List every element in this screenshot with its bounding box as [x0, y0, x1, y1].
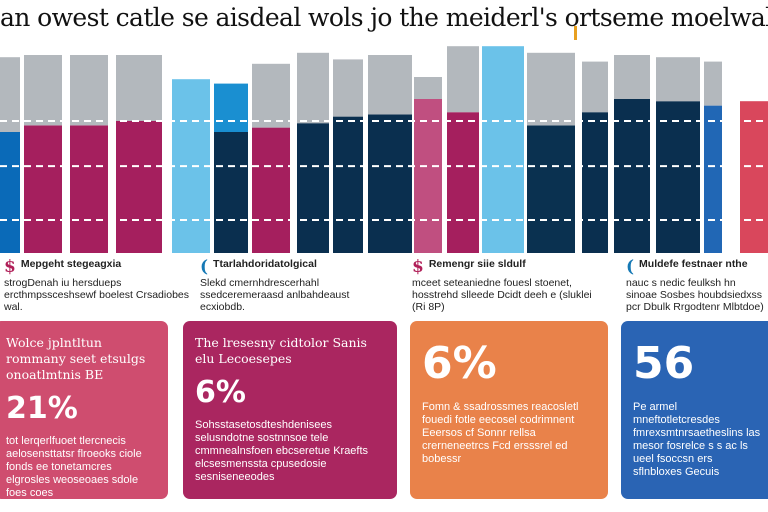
dollar-icon: $ — [412, 258, 424, 277]
column-note-4: ( Muldefe festnaer nthe nauc s nedic feu… — [626, 258, 766, 318]
bar-segment-1-1 — [0, 132, 20, 253]
stat-card-4: 56 Pe armel mneftotletcresdes fmrexsmtnr… — [621, 321, 768, 499]
bar-segment-18-5 — [704, 105, 722, 253]
bar-segment-11-10 — [414, 77, 442, 99]
bar-segment-9-10 — [333, 59, 363, 117]
bar-segment-16-3 — [614, 99, 650, 253]
bar-segment-7-2 — [252, 127, 290, 253]
stat-card-value: 6% — [195, 375, 246, 410]
bar-segment-20-6 — [740, 101, 768, 253]
page-title: an owest catle se aisdeal wols jo the me… — [0, 3, 768, 32]
highlight-marker — [574, 26, 577, 40]
column-note-body: nauc s nedic feulksh hn sinoae Sosbes ho… — [626, 277, 764, 313]
stat-card-text: Sohsstasetosdteshdenisees selusndotne so… — [195, 419, 369, 483]
bar-segment-6-3 — [214, 132, 248, 253]
column-note-2: ( Ttarlahdoridatolgical Slekd cmernhdres… — [200, 258, 388, 318]
bar-segment-12-10 — [447, 46, 479, 113]
bar-segment-4-10 — [116, 55, 162, 121]
column-note-body: strogDenah iu hersdueps ercthmpssceshsew… — [4, 277, 190, 313]
stat-card-intro: Wolce jplntltun rommany seet etsulgs ono… — [6, 335, 146, 382]
bar-segment-14-9 — [527, 125, 575, 253]
stat-card-value: 56 — [633, 338, 695, 389]
dollar-icon: $ — [4, 258, 16, 277]
column-note-body: Slekd cmernhdrescerhahl ssedceremeraasd … — [200, 277, 350, 313]
bar-segment-10-3 — [368, 114, 412, 254]
bar-segment-15-10 — [582, 61, 608, 113]
column-note-heading: Mepgeht stegeagxia — [20, 258, 122, 270]
stat-card-2: The lresesny cidtolor Sanis elu Lecoesep… — [183, 321, 397, 499]
bar-segment-17-10 — [656, 57, 700, 102]
bar-segment-2-2 — [24, 125, 62, 253]
bar-segment-9-3 — [333, 116, 363, 253]
stacked-bar-chart — [0, 26, 768, 254]
bar-segment-8-3 — [297, 123, 329, 253]
stat-card-value: 21% — [6, 391, 78, 426]
column-note-3: $ Remengr siie sldulf mceet seteaniedne … — [412, 258, 600, 318]
column-note-heading: Muldefe festnaer nthe — [639, 258, 748, 270]
bar-segment-3-10 — [70, 55, 108, 126]
gridlines — [0, 120, 768, 221]
column-note-1: $ Mepgeht stegeagxia strogDenah iu hersd… — [4, 258, 192, 318]
bar-group — [0, 46, 768, 254]
stat-card-text: tot lerqerlfuoet tlercnecis aelosensttat… — [6, 435, 142, 499]
bar-segment-18-10 — [704, 61, 722, 106]
bar-segment-10-10 — [368, 55, 412, 115]
stat-card-3: 6% Fomn & ssadrossmes reacosletl fouedi … — [410, 321, 608, 499]
bracket-icon: ( — [626, 258, 635, 277]
bar-segment-8-10 — [297, 52, 329, 124]
bar-segment-15-3 — [582, 112, 608, 253]
bar-segment-1-10 — [0, 57, 20, 133]
stat-card-value: 6% — [422, 338, 497, 389]
bar-segment-11-4 — [414, 99, 442, 253]
bar-segment-14-10 — [527, 52, 575, 126]
bar-segment-12-2 — [447, 112, 479, 253]
stat-card-intro: The lresesny cidtolor Sanis elu Lecoesep… — [195, 335, 367, 366]
column-note-heading: Ttarlahdoridatolgical — [213, 258, 317, 270]
column-note-heading: Remengr siie sldulf — [428, 258, 526, 270]
bar-segment-17-3 — [656, 101, 700, 253]
bar-segment-5-7 — [172, 79, 210, 253]
stat-card-text: Fomn & ssadrossmes reacosletl fouedi fot… — [422, 401, 579, 465]
bar-segment-16-10 — [614, 55, 650, 99]
bar-segment-13-7 — [482, 46, 524, 254]
stat-card-1: Wolce jplntltun rommany seet etsulgs ono… — [0, 321, 168, 499]
bracket-icon: ( — [200, 258, 209, 277]
stat-card-text: Pe armel mneftotletcresdes fmrexsmtnrsae… — [633, 401, 761, 478]
bar-segment-4-2 — [116, 121, 162, 253]
bar-segment-7-10 — [252, 63, 290, 128]
bar-segment-6-8 — [214, 83, 248, 132]
bar-segment-2-10 — [24, 55, 62, 126]
column-note-body: mceet seteaniedne fouesl stoenet, hosstr… — [412, 277, 592, 313]
bar-segment-3-2 — [70, 125, 108, 253]
